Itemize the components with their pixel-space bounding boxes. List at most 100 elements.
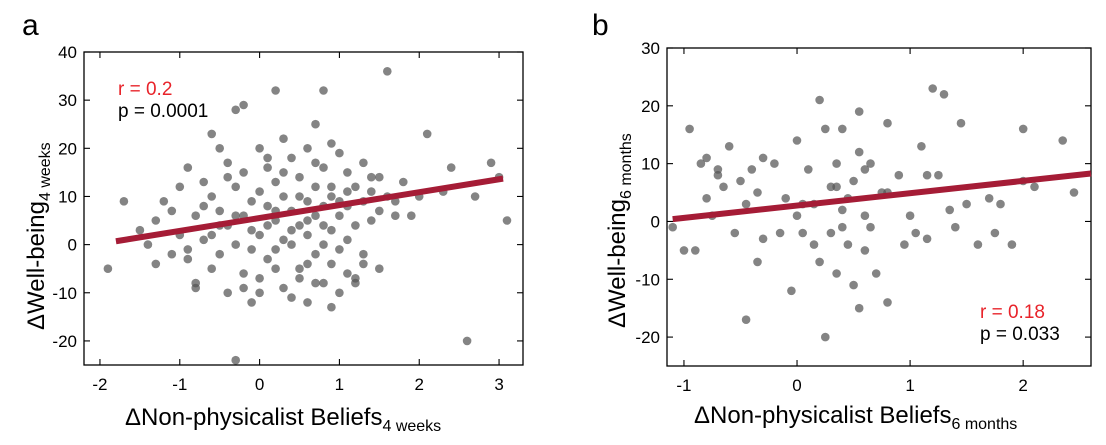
panel-a-data-point [486, 158, 496, 168]
panel-a-data-point [319, 163, 328, 172]
panel-a-data-point [303, 197, 312, 206]
panel-a-r-value: r = 0.2 [118, 79, 172, 100]
panel-a-data-point [247, 225, 256, 235]
panel-b-data-point [741, 315, 751, 325]
panel-a-data-point [367, 216, 376, 225]
panel-a-data-point [207, 264, 216, 274]
panel-b-y-axis-label: ΔWell-being6 months [604, 133, 635, 328]
panel-b-data-point [838, 205, 847, 215]
panel-a-data-point [303, 230, 312, 240]
panel-a-data-point [255, 187, 264, 196]
panel-a-data-point [502, 216, 512, 225]
panel-b-x-tick-label: 2 [1018, 376, 1027, 395]
panel-a-letter: a [22, 9, 39, 42]
panel-a-data-point [295, 264, 304, 274]
panel-a-data-point [287, 153, 296, 163]
panel-a-data-point [271, 245, 280, 254]
panel-b-data-point [883, 118, 892, 128]
panel-b-data-point [843, 240, 853, 249]
panel-b-p-value: p = 0.033 [980, 324, 1060, 345]
panel-a-data-point [183, 163, 193, 172]
panel-b-data-point [758, 234, 768, 244]
panel-b-data-point [832, 182, 841, 192]
panel-b-data-point [724, 142, 734, 151]
panel-a-data-point [327, 139, 336, 148]
panel-b-data-point [691, 246, 700, 255]
panel-a-x-tick-label: 0 [255, 375, 264, 394]
panel-b-data-point [911, 228, 920, 238]
panel-b-y-tick-label: 30 [641, 39, 660, 58]
panel-a-data-point [207, 129, 216, 139]
panel-a-x-tick-label: 2 [415, 375, 424, 394]
panel-a-data-point [199, 235, 208, 245]
panel-b-data-point [1007, 240, 1017, 249]
panel-a-data-point [319, 86, 328, 95]
panel-a-data-point [279, 168, 288, 177]
panel-a-data-point [247, 298, 256, 307]
panel-a-data-point [279, 283, 288, 293]
panel-b-data-point [821, 332, 830, 342]
panel-b-data-point [668, 222, 677, 232]
panel-a-data-point [375, 264, 384, 274]
panel-a-data-point [255, 144, 264, 153]
panel-a-data-point [351, 182, 360, 192]
panel-b-data-point [854, 147, 864, 157]
panel-a-y-tick-label: 0 [68, 236, 77, 255]
panel-a-data-point [462, 336, 472, 346]
panel-b-r-value: r = 0.18 [980, 302, 1045, 323]
panel-b-data-point [821, 124, 830, 134]
panel-b-data-point [804, 165, 813, 174]
panel-b-data-point [860, 165, 870, 174]
panel-a-data-point [255, 230, 264, 240]
panel-a-data-point [319, 221, 328, 230]
panel-b-data-point [849, 176, 858, 186]
panel-a-data-point [335, 245, 344, 254]
panel-a-data-point [375, 206, 384, 216]
panel-a-data-point [271, 264, 280, 274]
panel-a-data-point [279, 192, 288, 201]
panel-b-data-point [939, 90, 949, 99]
panel-a-data-point [255, 288, 264, 298]
panel-a-data-point [239, 168, 248, 177]
panel-a-data-point [319, 240, 328, 249]
panel-b-data-point [758, 153, 768, 163]
panel-b-y-tick-label: 10 [641, 155, 660, 174]
panel-a-data-point [231, 182, 240, 192]
panel-a-data-point [391, 211, 400, 220]
panel-a-y-tick-label: 20 [58, 139, 77, 158]
panel-b-data-point [962, 199, 971, 209]
panel-a-data-point [311, 182, 320, 192]
panel-a-data-point [295, 274, 304, 283]
panel-a-data-point [247, 245, 256, 254]
panel-b-data-point [702, 153, 711, 163]
panel-a-y-tick-label: 30 [58, 91, 77, 110]
panel-a-data-point [287, 240, 296, 249]
panel-b-data-point [860, 211, 870, 220]
panel-b-data-point [860, 246, 870, 255]
panel-a-data-point [207, 192, 216, 201]
panel-a-data-point [343, 187, 352, 196]
panel-a-data-point [143, 240, 153, 249]
panel-a-data-point [263, 201, 272, 211]
panel-a-data-point [279, 134, 288, 143]
panel-a-data-point [407, 211, 416, 220]
panel-b-data-point [815, 95, 824, 105]
panel-a-x-tick-label: 1 [335, 375, 344, 394]
panel-a-data-point [335, 288, 344, 298]
panel-a-data-point [263, 153, 272, 163]
panel-a-data-point [151, 259, 161, 269]
panel-a-data-point [231, 211, 240, 220]
panel-b-data-point [685, 124, 694, 134]
panel-a-data-point [351, 278, 360, 288]
panel-a-data-point [135, 225, 145, 235]
panel-a-data-point [191, 283, 200, 293]
panel-a-data-point [287, 225, 296, 235]
panel-b-x-tick-label: 1 [905, 376, 914, 395]
panel-a-data-point [343, 168, 352, 177]
panel-b-data-point [905, 211, 915, 220]
panel-a-x-tick-label: -1 [172, 375, 187, 394]
panel-b-data-point [934, 170, 943, 180]
panel-b-data-point [781, 194, 790, 203]
panel-a-data-point [279, 235, 288, 245]
